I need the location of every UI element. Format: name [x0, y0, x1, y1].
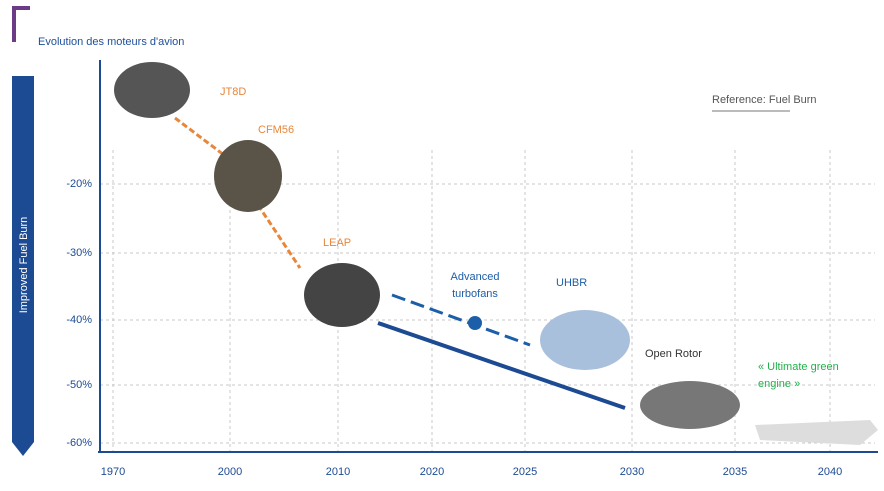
- engine-label: Open Rotor: [645, 348, 702, 360]
- x-tick-label: 2035: [723, 466, 747, 478]
- y-tick-label: -60%: [66, 437, 92, 449]
- plane-image: [755, 420, 878, 445]
- engine-image: [304, 263, 380, 327]
- trend-arrow: [256, 204, 302, 269]
- annotation: « Ultimate green: [758, 361, 839, 373]
- trend-line: [391, 293, 531, 347]
- corner-bracket: [12, 6, 30, 42]
- annotation: Advanced: [451, 271, 500, 283]
- y-arrow-bar: [12, 76, 34, 456]
- engine-label: JT8D: [220, 86, 246, 98]
- engine-image: [540, 310, 630, 370]
- engine-image: [214, 140, 282, 212]
- x-tick-label: 2030: [620, 466, 644, 478]
- reference-note: Reference: Fuel Burn: [712, 94, 817, 106]
- engine-image: [640, 381, 740, 429]
- y-axis-label: Improved Fuel Burn: [18, 217, 30, 314]
- title: Evolution des moteurs d'avion: [38, 36, 184, 48]
- grid: [100, 150, 875, 452]
- trend-arrow: [174, 116, 229, 160]
- x-tick-label: 2040: [818, 466, 842, 478]
- x-tick-label: 2025: [513, 466, 537, 478]
- engine-image: [114, 62, 190, 118]
- y-tick-label: -40%: [66, 314, 92, 326]
- engine-label: LEAP: [323, 237, 351, 249]
- y-tick-label: -20%: [66, 178, 92, 190]
- engine-label: UHBR: [556, 277, 587, 289]
- marker: [468, 316, 482, 330]
- y-tick-label: -30%: [66, 247, 92, 259]
- trend-line: [377, 321, 626, 410]
- x-tick-label: 1970: [101, 466, 125, 478]
- x-tick-label: 2010: [326, 466, 350, 478]
- annotation: engine »: [758, 378, 800, 390]
- x-tick-label: 2020: [420, 466, 444, 478]
- annotation: turbofans: [452, 288, 498, 300]
- x-tick-label: 2000: [218, 466, 242, 478]
- engine-label: CFM56: [258, 124, 294, 136]
- y-tick-label: -50%: [66, 379, 92, 391]
